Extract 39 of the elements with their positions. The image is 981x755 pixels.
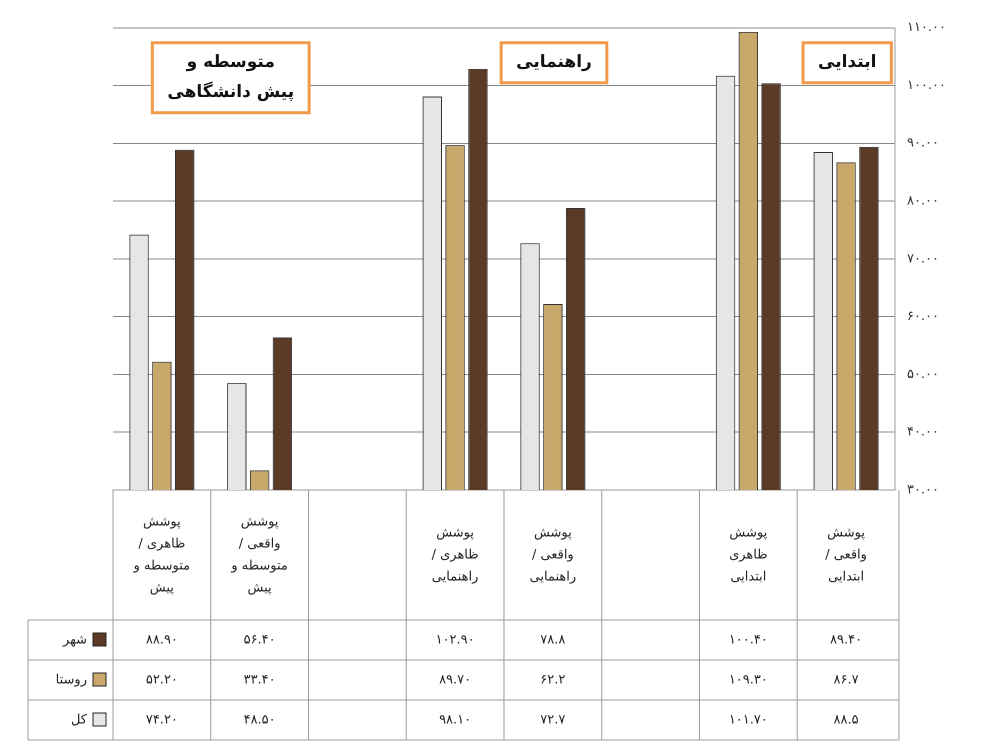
x-tick-label: پوشش واقعی / متوسطه و پیش xyxy=(230,514,288,596)
data-label: ۵۲.۲۰ xyxy=(146,672,178,688)
data-label: ۷۸.۸ xyxy=(540,632,566,648)
data-label: ۹۸.۱۰ xyxy=(439,712,472,728)
x-tick-label: پوشش واقعی / راهنمایی xyxy=(530,525,576,584)
y-tick-label: ۴۰.۰۰ xyxy=(906,424,940,440)
y-tick-label: ۸۰.۰۰ xyxy=(906,194,940,208)
data-label: ۸۸.۵ xyxy=(834,712,859,728)
y-tick-label: ۹۰.۰۰ xyxy=(906,136,940,151)
y-tick-label: ۶۰.۰۰ xyxy=(906,309,940,324)
x-tick-label: پوشش واقعی / ابتدایی xyxy=(825,525,867,584)
data-label: ۴۸.۵۰ xyxy=(244,712,276,728)
data-label: ۸۸.۹۰ xyxy=(146,632,178,648)
data-label: ۳۳.۴۰ xyxy=(244,672,276,688)
data-label: ۱۰۰.۴۰ xyxy=(728,632,768,648)
legend-label: شهر xyxy=(62,632,87,648)
data-label: ۸۹.۴۰ xyxy=(830,632,862,648)
annotation: راهنمایی xyxy=(516,52,592,72)
legend-label: کل xyxy=(70,712,88,728)
y-tick-label: ۱۱۰.۰۰ xyxy=(906,20,946,36)
data-label: ۸۹.۷۰ xyxy=(439,672,472,688)
data-label: ۷۲.۷ xyxy=(540,712,566,728)
annotation: متوسطه و پیش دانشگاهی xyxy=(167,52,294,102)
x-tick-label: پوشش ظاهری ابتدایی xyxy=(729,525,768,584)
data-label: ۵۶.۴۰ xyxy=(244,632,276,648)
data-label: ۶۲.۲ xyxy=(540,672,566,688)
y-tick-label: ۵۰.۰۰ xyxy=(906,366,940,382)
data-label: ۱۰۹.۳۰ xyxy=(728,672,768,688)
y-tick-label: ۳۰.۰۰ xyxy=(906,482,940,498)
y-tick-label: ۷۰.۰۰ xyxy=(906,251,940,266)
data-label: ۸۶.۷ xyxy=(834,672,859,688)
annotation: ابتدایی xyxy=(818,52,876,72)
x-tick-label: پوشش ظاهری / راهنمایی xyxy=(432,525,479,584)
legend-label: روستا xyxy=(56,672,87,688)
y-tick-label: ۱۰۰.۰۰ xyxy=(906,78,946,93)
data-label: ۱۰۱.۷۰ xyxy=(728,712,768,728)
data-label: ۷۴.۲۰ xyxy=(146,712,178,728)
data-label: ۱۰۲.۹۰ xyxy=(436,632,475,648)
x-tick-label: پوشش ظاهری / متوسطه و پیش xyxy=(132,514,190,596)
